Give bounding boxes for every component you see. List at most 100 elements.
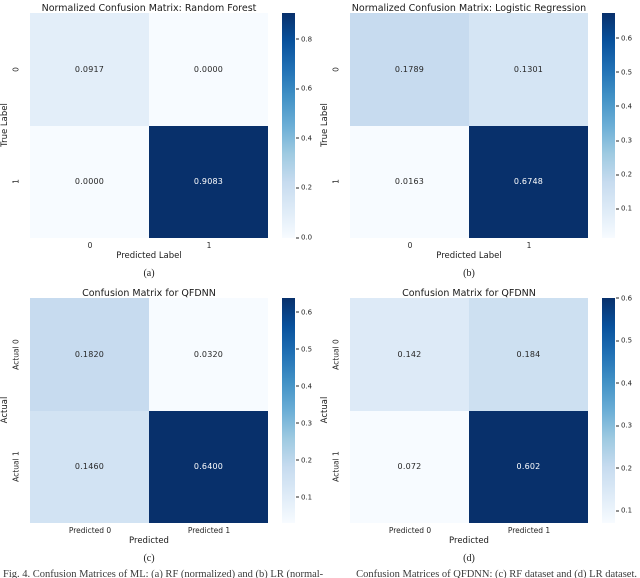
clipped-caption-right: Confusion Matrices of QFDNN: (c) RF data… [356,569,637,578]
x-tick-label: Predicted 1 [507,526,551,535]
x-axis-label: Predicted Label [116,251,182,261]
x-tick-label: Predicted 1 [187,526,231,535]
chart-title: Normalized Confusion Matrix: Logistic Re… [351,3,587,14]
heatmap: 0.1820 0.0320 0.1460 0.6400 [30,298,268,523]
colorbar-tick-label: 0.4 [616,103,632,110]
colorbar-tick-label: 0.6 [296,309,312,316]
colorbar-ticks: 0.1 0.2 0.3 0.4 0.5 0.6 [616,295,640,523]
colorbar-tick-label: 0.2 [296,184,312,192]
cell-value: 0.602 [516,462,541,472]
heatmap-cell: 0.1301 [469,13,588,126]
colorbar-tick-label: 0.5 [616,337,632,345]
y-tick-label: 1 [11,179,21,184]
heatmap-cell: 0.0000 [30,125,149,238]
subplot-d: Confusion Matrix for QFDNN Actual Actual… [320,285,640,570]
subfigure-caption: (d) [463,553,475,564]
x-tick-label: 1 [206,241,212,250]
cell-value: 0.0917 [74,64,105,74]
y-axis-label: Actual [320,396,330,424]
colorbar-tick-label: 0.2 [616,465,632,472]
colorbar-tick-label: 0.6 [616,295,632,302]
heatmap: 0.1789 0.1301 0.0163 0.6748 [350,13,588,238]
colorbar-tick-label: 0.8 [296,36,312,43]
x-axis-label: Predicted Label [436,251,502,261]
colorbar-tick-label: 0.2 [616,171,632,179]
cell-value: 0.142 [397,349,422,359]
y-tick-label: Actual 1 [11,451,21,482]
x-tick-label: Predicted 0 [388,526,432,535]
heatmap-cell: 0.1789 [350,13,469,126]
y-axis-label: True Label [320,103,330,147]
y-tick-label: Actual 1 [331,451,341,482]
colorbar-tick-label: 0.1 [296,494,312,501]
heatmap-cell: 0.1460 [30,410,149,523]
colorbar [282,13,295,238]
colorbar-tick-label: 0.5 [296,346,312,353]
cell-value: 0.0320 [193,349,224,359]
colorbar-tick-label: 0.4 [616,380,632,387]
x-tick-label: 0 [407,241,413,250]
colorbar-tick-label: 0.0 [296,234,312,242]
colorbar-ticks: 0.1 0.2 0.3 0.4 0.5 0.6 [296,298,320,523]
cell-value: 0.1820 [74,349,105,359]
subplot-a: Normalized Confusion Matrix: Random Fore… [0,0,320,285]
cell-value: 0.1789 [394,64,425,74]
heatmap: 0.0917 0.0000 0.0000 0.9083 [30,13,268,238]
x-axis-label: Predicted [449,536,489,546]
subfigure-caption: (a) [143,268,155,279]
subplot-b: Normalized Confusion Matrix: Logistic Re… [320,0,640,285]
y-axis-label: Actual [0,396,10,424]
chart-title: Confusion Matrix for QFDNN [402,288,536,299]
subfigure-caption: (b) [463,268,475,279]
colorbar-tick-label: 0.1 [616,507,632,515]
heatmap-cell: 0.0320 [149,298,268,411]
colorbar-tick-label: 0.3 [616,422,632,430]
heatmap-cell: 0.602 [469,410,588,523]
heatmap-cell: 0.0000 [149,13,268,126]
cell-value: 0.1460 [74,462,105,472]
colorbar-tick-label: 0.6 [616,35,632,42]
clipped-caption-left: Fig. 4. Confusion Matrices of ML: (a) RF… [3,569,324,578]
colorbar-tick-label: 0.6 [296,85,312,93]
x-tick-label: Predicted 0 [68,526,112,535]
heatmap-cell: 0.142 [350,298,469,411]
heatmap-cell: 0.072 [350,410,469,523]
cell-value: 0.6400 [193,462,224,472]
colorbar [602,13,615,238]
cell-value: 0.1301 [513,64,544,74]
y-tick-label: Actual 0 [11,339,21,370]
y-axis-label: True Label [0,103,10,147]
colorbar [602,298,615,523]
subfigure-caption: (c) [143,553,155,564]
cell-value: 0.184 [516,349,541,359]
x-tick-label: 0 [87,241,93,250]
colorbar-ticks: 0.1 0.2 0.3 0.4 0.5 0.6 [616,13,640,238]
heatmap-cell: 0.0163 [350,125,469,238]
subplot-c: Confusion Matrix for QFDNN Actual Actual… [0,285,320,570]
cell-value: 0.0163 [394,177,425,187]
colorbar-ticks: 0.0 0.2 0.4 0.6 0.8 [296,13,320,241]
colorbar-tick-label: 0.4 [296,383,312,390]
colorbar-tick-label: 0.4 [296,135,312,142]
heatmap: 0.142 0.184 0.072 0.602 [350,298,588,523]
colorbar-tick-label: 0.3 [296,420,312,427]
colorbar-tick-label: 0.5 [616,69,632,76]
heatmap-cell: 0.0917 [30,13,149,126]
cell-value: 0.9083 [193,177,224,187]
y-tick-label: 0 [11,67,21,72]
cell-value: 0.072 [397,462,422,472]
chart-title: Confusion Matrix for QFDNN [82,288,216,299]
clipped-figure-caption: Fig. 4. Confusion Matrices of ML: (a) RF… [0,569,640,578]
chart-title: Normalized Confusion Matrix: Random Fore… [41,3,257,14]
colorbar-tick-label: 0.2 [296,457,312,464]
y-tick-label: 1 [331,179,341,184]
colorbar [282,298,295,523]
heatmap-cell: 0.9083 [149,125,268,238]
colorbar-tick-label: 0.3 [616,137,632,145]
cell-value: 0.0000 [193,64,224,74]
heatmap-cell: 0.6400 [149,410,268,523]
colorbar-tick-label: 0.1 [616,205,632,213]
y-tick-label: 0 [331,67,341,72]
x-tick-label: 1 [526,241,532,250]
